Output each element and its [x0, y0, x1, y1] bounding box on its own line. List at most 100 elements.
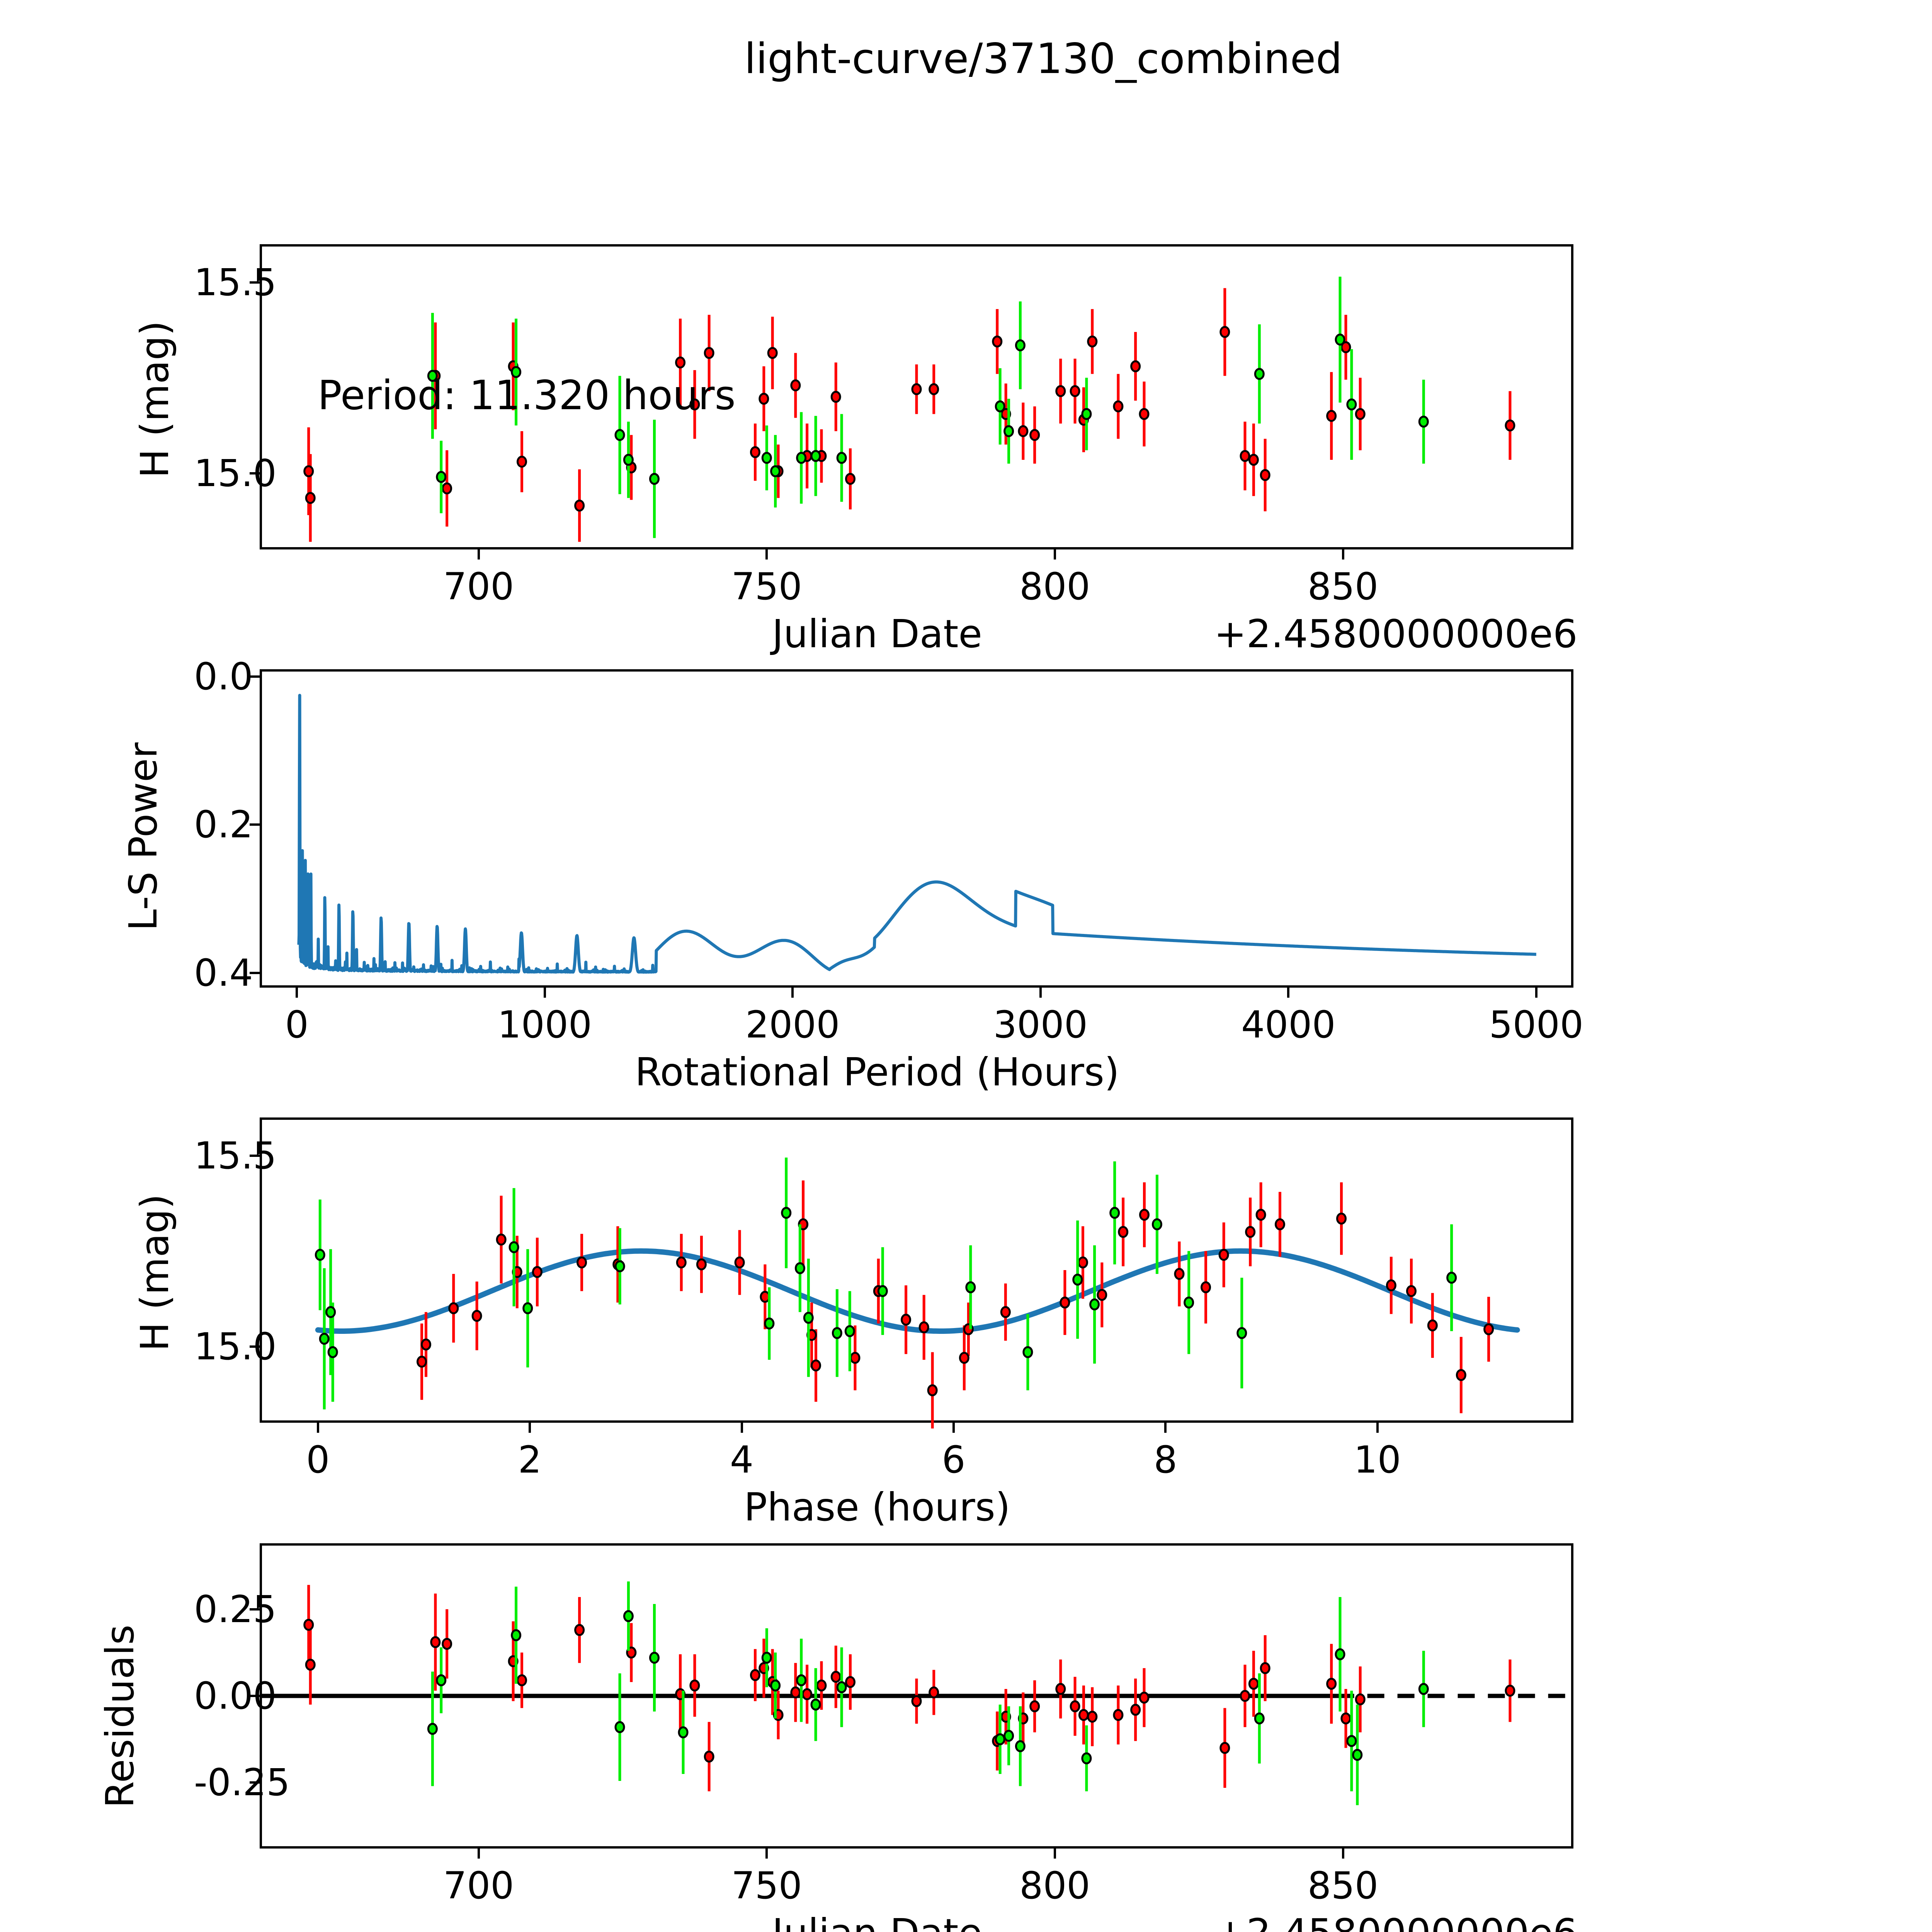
data-point-marker — [734, 1256, 745, 1269]
panel2-plot-area — [297, 694, 1537, 974]
panel3-xaxis-title: Phase (hours) — [744, 1485, 1010, 1530]
data-point-marker — [810, 1698, 821, 1711]
data-point-marker — [764, 1317, 775, 1330]
data-point-marker — [836, 452, 847, 464]
data-point-marker — [1139, 408, 1150, 420]
data-point-marker — [1130, 1704, 1141, 1716]
panel1-xtick-mark — [1342, 549, 1344, 560]
data-point-marker — [1078, 1709, 1089, 1721]
data-point-marker — [959, 1352, 969, 1364]
data-point-marker — [1355, 1693, 1366, 1706]
data-point-marker — [696, 1258, 707, 1270]
data-point-marker — [845, 473, 856, 485]
data-point-marker — [1248, 454, 1259, 466]
panel3-xtick-label: 10 — [1354, 1438, 1401, 1481]
data-point-marker — [767, 347, 778, 359]
data-point-marker — [877, 1285, 888, 1297]
data-point-marker — [1456, 1369, 1466, 1381]
data-point-marker — [836, 1681, 847, 1694]
panel4-xtick-mark — [477, 1849, 480, 1859]
panel3-axes-frame — [260, 1117, 1573, 1423]
data-point-marker — [1060, 1296, 1070, 1309]
data-point-marker — [1240, 450, 1250, 462]
data-point-marker — [1505, 1685, 1515, 1697]
panel4-xtick-label: 800 — [1019, 1864, 1090, 1907]
data-point-marker — [1201, 1281, 1211, 1293]
data-point-marker — [678, 1726, 689, 1738]
data-point-marker — [1029, 429, 1040, 441]
data-point-marker — [1219, 326, 1230, 338]
data-point-marker — [995, 400, 1005, 413]
panel2-ytick-mark — [250, 823, 260, 826]
panel1-xtick-label: 750 — [731, 565, 802, 608]
data-point-marker — [420, 1338, 431, 1351]
data-point-marker — [574, 499, 585, 512]
data-point-marker — [816, 1679, 827, 1692]
data-point-marker — [1081, 408, 1092, 420]
data-point-marker — [522, 1302, 533, 1315]
data-point-marker — [1139, 1209, 1150, 1221]
panel4-ytick-label: -0.25 — [194, 1761, 290, 1804]
data-point-marker — [325, 1306, 336, 1318]
data-point-marker — [1077, 1256, 1088, 1269]
panel4-xaxis-title: Julian Date — [772, 1910, 982, 1932]
panel1-yaxis-title: H (mag) — [132, 320, 177, 478]
data-point-marker — [1340, 1712, 1351, 1725]
data-point-marker — [614, 1721, 625, 1733]
data-point-marker — [1254, 368, 1265, 380]
data-point-marker — [427, 370, 438, 382]
data-point-marker — [315, 1249, 325, 1261]
data-point-marker — [1072, 1274, 1083, 1286]
data-point-marker — [1260, 1662, 1270, 1674]
panel3-green-band-group — [315, 1157, 1457, 1410]
data-point-marker — [704, 1750, 714, 1763]
panel4-xtick-label: 850 — [1307, 1864, 1379, 1907]
data-point-marker — [1336, 1213, 1347, 1225]
data-point-marker — [1113, 400, 1124, 413]
panel1-plot-area — [303, 276, 1515, 542]
data-point-marker — [1000, 1306, 1011, 1318]
data-point-marker — [496, 1233, 507, 1246]
data-point-marker — [675, 356, 686, 369]
data-point-marker — [1174, 1268, 1185, 1280]
data-point-marker — [1240, 1690, 1250, 1702]
data-point-marker — [577, 1256, 587, 1269]
panel4-ytick-label: 0.25 — [194, 1587, 277, 1631]
data-point-marker — [1340, 341, 1351, 354]
data-point-marker — [761, 452, 772, 464]
data-point-marker — [1406, 1285, 1417, 1297]
panel2-ytick-label: 0.4 — [194, 951, 253, 995]
data-point-marker — [436, 1674, 447, 1687]
panel-periodogram — [260, 669, 1573, 988]
data-point-marker — [327, 1346, 338, 1358]
data-point-marker — [1335, 333, 1345, 346]
data-point-marker — [305, 1658, 316, 1671]
panel2-yaxis-title: L-S Power — [121, 742, 166, 931]
data-point-marker — [1219, 1742, 1230, 1754]
data-point-marker — [430, 1636, 441, 1648]
data-point-marker — [1274, 1218, 1285, 1230]
data-point-marker — [1418, 1683, 1429, 1695]
panel4-xtick-mark — [765, 1849, 768, 1859]
panel3-ytick-label: 15.0 — [194, 1325, 277, 1368]
data-point-marker — [794, 1262, 805, 1274]
period-annotation: Period: 11.320 hours — [318, 372, 736, 419]
data-point-marker — [770, 1679, 781, 1692]
panel1-xtick-label: 800 — [1019, 565, 1090, 608]
panel3-xtick-label: 2 — [518, 1438, 542, 1481]
data-point-marker — [1326, 410, 1337, 422]
panel1-xtick-label: 850 — [1307, 565, 1379, 608]
panel4-xtick-label: 750 — [731, 1864, 802, 1907]
data-point-marker — [1427, 1319, 1438, 1332]
panel3-xtick-label: 0 — [306, 1438, 330, 1481]
data-point-marker — [532, 1266, 543, 1278]
data-point-marker — [844, 1325, 855, 1337]
panel3-xtick-mark — [1376, 1423, 1379, 1433]
data-point-marker — [750, 1669, 760, 1681]
data-point-marker — [517, 1674, 527, 1687]
data-point-marker — [1022, 1346, 1033, 1358]
data-point-marker — [517, 456, 527, 468]
panel4-plot-area — [260, 1581, 1573, 1805]
data-point-marker — [1218, 1249, 1229, 1261]
data-point-marker — [802, 1688, 813, 1701]
